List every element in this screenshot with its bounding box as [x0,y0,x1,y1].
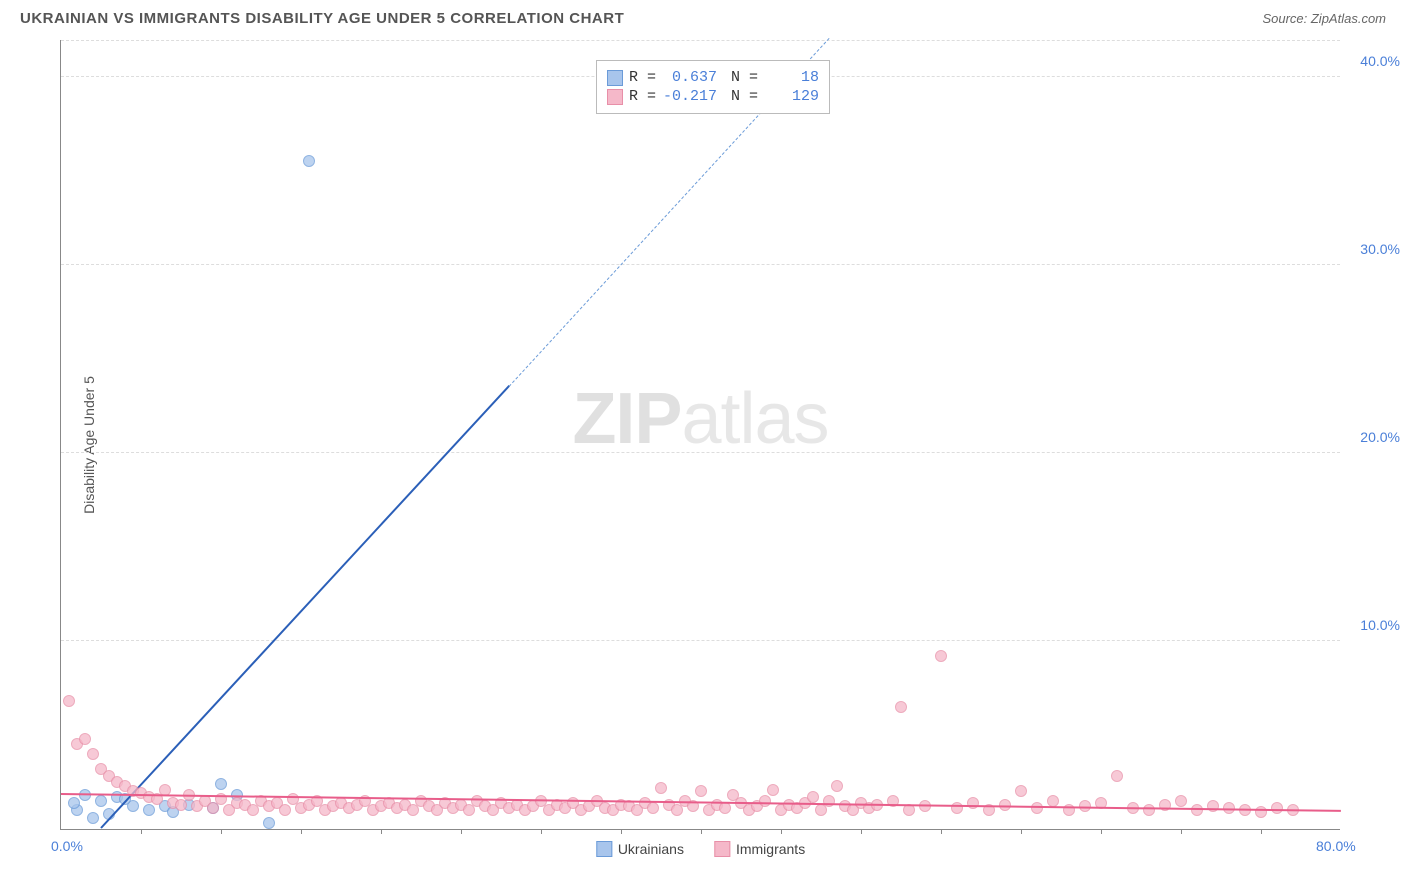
data-point [95,795,107,807]
stats-row: R = -0.217 N = 129 [607,88,819,105]
stat-n-value: 129 [764,88,819,105]
watermark-light: atlas [681,379,828,459]
data-point [1047,795,1059,807]
x-tick-mark [141,829,142,834]
series-swatch [607,89,623,105]
data-point [87,748,99,760]
x-tick-mark [1261,829,1262,834]
watermark-bold: ZIP [572,379,681,459]
chart-container: Disability Age Under 5 ZIPatlas 10.0%20.… [50,40,1390,850]
data-point [87,812,99,824]
legend-item: Ukrainians [596,841,684,857]
data-point [1015,785,1027,797]
grid-line [61,452,1340,453]
grid-line [61,640,1340,641]
series-swatch [607,70,623,86]
y-tick-label: 40.0% [1360,53,1400,69]
legend-label: Ukrainians [618,841,684,857]
data-point [1191,804,1203,816]
data-point [935,650,947,662]
data-point [1207,800,1219,812]
stat-r-value: -0.217 [662,88,717,105]
data-point [1143,804,1155,816]
y-tick-label: 30.0% [1360,241,1400,257]
data-point [1031,802,1043,814]
grid-line [61,40,1340,41]
stat-label: N = [731,69,758,86]
legend-item: Immigrants [714,841,805,857]
stat-n-value: 18 [764,69,819,86]
data-point [695,785,707,797]
data-point [759,795,771,807]
watermark: ZIPatlas [572,378,828,460]
legend-label: Immigrants [736,841,805,857]
data-point [647,802,659,814]
stat-label: R = [629,88,656,105]
x-tick-mark [861,829,862,834]
stat-r-value: 0.637 [662,69,717,86]
data-point [807,791,819,803]
x-tick-mark [301,829,302,834]
legend: Ukrainians Immigrants [596,841,805,857]
x-tick-mark [1101,829,1102,834]
x-tick-label: 0.0% [51,838,83,854]
data-point [215,778,227,790]
stats-box: R = 0.637 N = 18 R = -0.217 N = 129 [596,60,830,114]
x-tick-mark [781,829,782,834]
source-label: Source: ZipAtlas.com [1262,11,1386,26]
data-point [831,780,843,792]
x-tick-mark [381,829,382,834]
data-point [1111,770,1123,782]
data-point [279,804,291,816]
x-tick-mark [941,829,942,834]
x-tick-mark [1181,829,1182,834]
x-tick-mark [621,829,622,834]
data-point [63,695,75,707]
data-point [655,782,667,794]
plot-area: ZIPatlas 10.0%20.0%30.0%40.0%0.0%80.0%R … [60,40,1340,830]
legend-swatch [596,841,612,857]
y-tick-label: 10.0% [1360,617,1400,633]
stat-label: N = [731,88,758,105]
data-point [263,817,275,829]
grid-line [61,264,1340,265]
data-point [143,804,155,816]
data-point [1175,795,1187,807]
data-point [303,155,315,167]
stats-row: R = 0.637 N = 18 [607,69,819,86]
data-point [767,784,779,796]
x-tick-mark [1021,829,1022,834]
x-tick-mark [701,829,702,834]
stat-label: R = [629,69,656,86]
data-point [68,797,80,809]
y-tick-label: 20.0% [1360,429,1400,445]
data-point [719,802,731,814]
x-tick-mark [541,829,542,834]
data-point [895,701,907,713]
x-tick-mark [221,829,222,834]
legend-swatch [714,841,730,857]
chart-title: UKRAINIAN VS IMMIGRANTS DISABILITY AGE U… [20,10,624,27]
x-tick-mark [461,829,462,834]
x-tick-label: 80.0% [1316,838,1356,854]
data-point [79,733,91,745]
